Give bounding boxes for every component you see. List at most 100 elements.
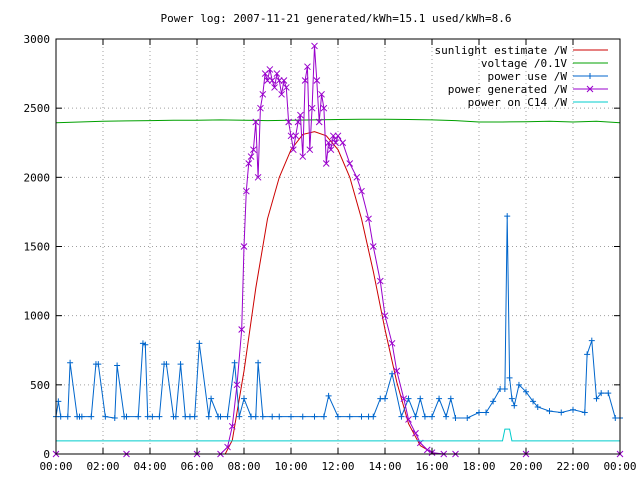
data-point	[252, 413, 259, 420]
data-point	[135, 413, 142, 420]
y-tick-label: 1500	[24, 241, 51, 254]
data-point	[301, 77, 309, 84]
data-point	[369, 243, 377, 250]
data-point	[436, 395, 443, 402]
data-point	[292, 132, 300, 140]
data-point	[266, 66, 274, 73]
data-point	[196, 340, 203, 347]
data-point	[177, 361, 184, 368]
x-tick-label: 10:00	[274, 460, 307, 473]
data-point	[224, 443, 231, 451]
series-line	[55, 118, 621, 124]
data-point	[318, 90, 325, 98]
data-point	[490, 398, 497, 405]
data-point	[102, 413, 109, 420]
data-point	[306, 146, 314, 154]
data-point	[313, 77, 321, 84]
series-group	[52, 42, 624, 458]
data-point	[530, 398, 537, 405]
data-point	[325, 392, 332, 399]
data-point	[365, 215, 372, 223]
data-point	[370, 413, 377, 420]
data-point	[67, 359, 74, 366]
series-line	[56, 428, 620, 442]
data-point	[236, 413, 243, 420]
data-point	[381, 312, 389, 320]
data-point	[149, 413, 156, 420]
data-point	[191, 413, 198, 420]
data-point	[320, 413, 327, 420]
data-point	[447, 395, 454, 402]
x-tick-label: 22:00	[556, 460, 589, 473]
data-point	[311, 413, 318, 420]
data-point	[358, 187, 365, 195]
data-point	[269, 413, 276, 420]
data-point	[421, 413, 428, 420]
x-tick-label: 06:00	[180, 460, 213, 473]
data-point	[584, 351, 591, 358]
data-point	[546, 408, 553, 415]
data-point	[276, 413, 283, 420]
data-point	[315, 118, 323, 126]
data-point	[358, 413, 365, 420]
data-point	[238, 326, 246, 333]
data-point	[268, 77, 276, 84]
data-point	[327, 146, 335, 154]
data-point	[172, 413, 179, 420]
data-point	[285, 118, 293, 126]
data-point	[217, 413, 224, 420]
x-tick-label: 16:00	[415, 460, 448, 473]
x-tick-label: 00:00	[603, 460, 636, 473]
data-point	[423, 446, 431, 454]
data-point	[429, 413, 435, 420]
x-tick-label: 04:00	[133, 460, 166, 473]
data-point	[297, 111, 304, 119]
data-point	[95, 361, 102, 368]
data-point	[111, 415, 118, 422]
data-point	[304, 63, 311, 71]
data-point	[240, 243, 248, 250]
data-point	[398, 413, 405, 420]
data-point	[558, 409, 565, 416]
data-point	[322, 160, 330, 167]
data-point	[534, 403, 541, 410]
x-tick-label: 00:00	[39, 460, 72, 473]
data-point	[311, 42, 318, 50]
data-point	[271, 84, 278, 91]
data-point	[501, 385, 508, 392]
data-point	[142, 341, 149, 348]
data-point	[405, 395, 412, 402]
data-point	[247, 153, 255, 160]
legend-marker	[587, 73, 593, 79]
series-1	[55, 118, 621, 124]
data-point	[273, 70, 281, 77]
data-point	[476, 409, 482, 416]
data-point	[88, 413, 95, 420]
data-point	[156, 413, 163, 420]
data-point	[443, 413, 450, 420]
data-point	[605, 390, 612, 397]
x-tick-label: 20:00	[509, 460, 542, 473]
legend-label: power generated /W	[448, 83, 568, 96]
x-tick-label: 02:00	[86, 460, 119, 473]
data-point	[242, 187, 250, 195]
data-point	[376, 277, 384, 285]
data-point	[417, 395, 424, 402]
data-point	[335, 413, 341, 420]
data-point	[250, 146, 257, 154]
legend-label: power on C14 /W	[468, 96, 568, 109]
data-point	[254, 173, 262, 181]
data-point	[255, 359, 262, 366]
series-2	[53, 213, 623, 422]
x-tick-label: 18:00	[462, 460, 495, 473]
data-point	[163, 361, 170, 368]
legend-label: voltage /0.1V	[481, 57, 567, 70]
data-point	[241, 395, 247, 402]
y-tick-label: 3000	[24, 33, 51, 46]
y-tick-label: 0	[43, 448, 50, 461]
legend-label: power use /W	[488, 70, 568, 83]
data-point	[353, 173, 361, 181]
data-point	[464, 415, 471, 422]
